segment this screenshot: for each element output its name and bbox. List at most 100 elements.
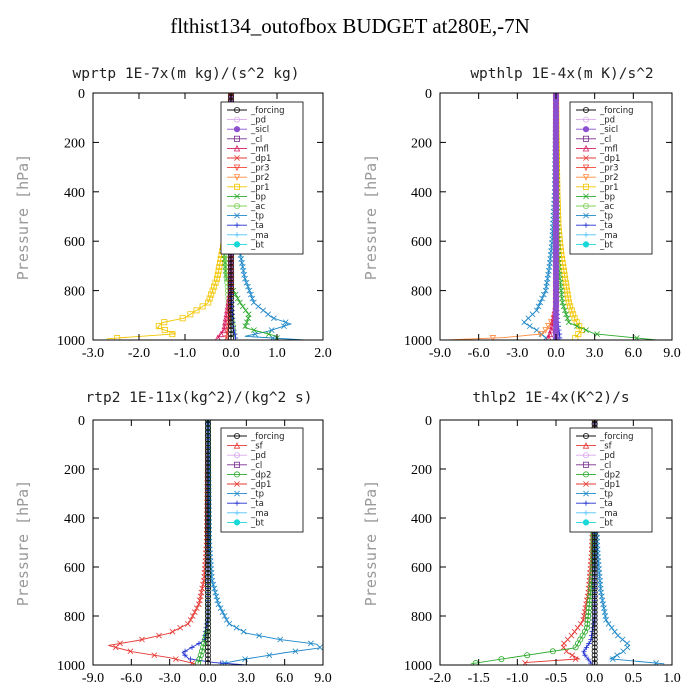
y-axis-label: Pressure [hPa]: [362, 480, 380, 606]
x-tick-label: 6.0: [625, 346, 643, 361]
x-tick-label: -6.0: [468, 346, 490, 361]
x-tick-label: 3.0: [238, 671, 256, 686]
series-markers-pr2: [489, 93, 560, 340]
y-tick-label: 1000: [57, 659, 85, 674]
legend-entry: _bt: [599, 240, 614, 250]
series-group: [108, 420, 323, 665]
legend-entry: _ma: [250, 509, 269, 519]
legend-entry: _pd: [250, 451, 266, 461]
legend: _forcing_pd_sicl_cl_mfl_dp1_pr3_pr2_pr1_…: [569, 101, 653, 255]
x-tick-label: -9.0: [429, 346, 451, 361]
x-tick-label: -3.0: [506, 346, 528, 361]
legend-entry: _ta: [599, 221, 613, 231]
legend-entry: _dp1: [599, 154, 620, 164]
legend-entry: _tp: [599, 212, 613, 222]
y-tick-label: 0: [78, 414, 85, 429]
legend: _forcing_pd_sicl_cl_mfl_dp1_pr3_pr2_pr1_…: [220, 101, 304, 255]
legend-entry: _ma: [599, 231, 618, 241]
legend-entry: _cl: [599, 135, 611, 145]
x-tick-label: -9.0: [82, 671, 104, 686]
legend-entry: _sicl: [250, 125, 269, 135]
legend-entry: _pr1: [250, 183, 270, 193]
panel-title: wprtp 1E-7x(m kg)/(s^2 kg): [73, 66, 300, 82]
x-tick-label: -2.0: [128, 346, 150, 361]
legend-entry: _forcing: [250, 432, 285, 442]
y-tick-label: 800: [64, 285, 85, 300]
panel-title: rtp2 1E-11x(kg^2)/(kg^2 s): [86, 390, 313, 406]
legend-entry: _tp: [250, 212, 264, 222]
y-tick-label: 200: [64, 136, 85, 151]
series-line-pr1: [106, 93, 232, 340]
legend-entry: _bp: [250, 192, 266, 202]
y-axis-label: Pressure [hPa]: [14, 480, 32, 606]
y-tick-label: 800: [411, 610, 432, 625]
y-tick-label: 400: [64, 512, 85, 527]
x-tick-label: 0.0: [199, 671, 217, 686]
x-tick-label: -0.5: [545, 671, 567, 686]
y-tick-label: 200: [411, 463, 432, 478]
y-tick-label: 0: [78, 87, 85, 102]
y-tick-label: 600: [64, 561, 85, 576]
legend-entry: _dp1: [250, 154, 271, 164]
legend-entry: _pd: [250, 116, 266, 126]
y-tick-label: 0: [425, 414, 432, 429]
y-tick-label: 400: [64, 186, 85, 201]
x-tick-label: 3.0: [586, 346, 604, 361]
legend-entry: _tp: [250, 490, 264, 500]
legend-entry: _pr2: [599, 173, 619, 183]
y-tick-label: 0: [425, 87, 432, 102]
legend-entry: _pr2: [250, 173, 270, 183]
y-tick-label: 400: [411, 186, 432, 201]
legend-entry: _cl: [250, 135, 262, 145]
x-tick-label: -3.0: [159, 671, 181, 686]
panel-1: wprtp 1E-7x(m kg)/(s^2 kg) Pressure [hPa]…: [14, 66, 332, 361]
y-axis-label: Pressure [hPa]: [14, 154, 32, 280]
x-tick-label: 0.0: [586, 671, 604, 686]
legend-entry: _ta: [599, 499, 613, 509]
legend: _forcing_sf_pd_cl_dp2_dp1_tp_ta_ma_bt: [569, 427, 653, 533]
series-group: [446, 93, 657, 340]
x-tick-label: -6.0: [120, 671, 142, 686]
legend-entry: _dp1: [599, 480, 620, 490]
legend-entry: _bp: [599, 192, 615, 202]
legend-entry: _sicl: [599, 125, 618, 135]
legend-entry: _sf: [250, 442, 264, 452]
legend-entry: _forcing: [250, 106, 285, 116]
legend-entry: _pd: [599, 116, 615, 126]
series-markers-forcing: [204, 420, 211, 665]
x-tick-label: 2.0: [314, 346, 332, 361]
legend-entry: _bt: [599, 518, 614, 528]
panel-title: thlp2 1E-4x(K^2)/s: [472, 390, 629, 406]
legend-entry: _pr3: [599, 164, 619, 174]
x-tick-label: 0.0: [547, 346, 565, 361]
panel-2: wpthlp 1E-4x(m K)/s^2 Pressure [hPa] -9.0 -…: [362, 66, 681, 361]
legend-entry: _forcing: [599, 106, 634, 116]
legend-entry: _pr3: [250, 164, 270, 174]
legend-entry: _bt: [250, 240, 265, 250]
x-tick-label: 1.0: [268, 346, 286, 361]
legend-entry: _pd: [599, 451, 615, 461]
x-tick-label: 0.0: [222, 346, 240, 361]
legend-entry: _sf: [599, 442, 613, 452]
series-markers-dp1: [112, 420, 211, 665]
x-tick-label: -1.0: [174, 346, 196, 361]
y-tick-label: 800: [411, 285, 432, 300]
legend-entry: _mfl: [599, 144, 618, 154]
legend-entry: _tp: [599, 490, 613, 500]
legend-entry: _dp2: [599, 470, 620, 480]
legend-entry: _ac: [599, 202, 614, 212]
legend-entry: _ac: [250, 202, 265, 212]
panel-4: thlp2 1E-4x(K^2)/s Pressure [hPa] -2.0 -1.5…: [362, 390, 681, 686]
legend-entry: _dp1: [250, 480, 271, 490]
panel-title: wpthlp 1E-4x(m K)/s^2: [470, 66, 653, 82]
x-tick-label: 0.5: [625, 671, 643, 686]
plot-frame: [92, 92, 324, 341]
y-axis-label: Pressure [hPa]: [362, 154, 380, 280]
legend-entry: _dp2: [250, 470, 271, 480]
x-tick-label: 1.0: [663, 671, 681, 686]
legend-entry: _bt: [250, 518, 265, 528]
y-tick-label: 200: [411, 136, 432, 151]
legend-entry: _ma: [599, 509, 618, 519]
legend-entry: _pr1: [599, 183, 619, 193]
